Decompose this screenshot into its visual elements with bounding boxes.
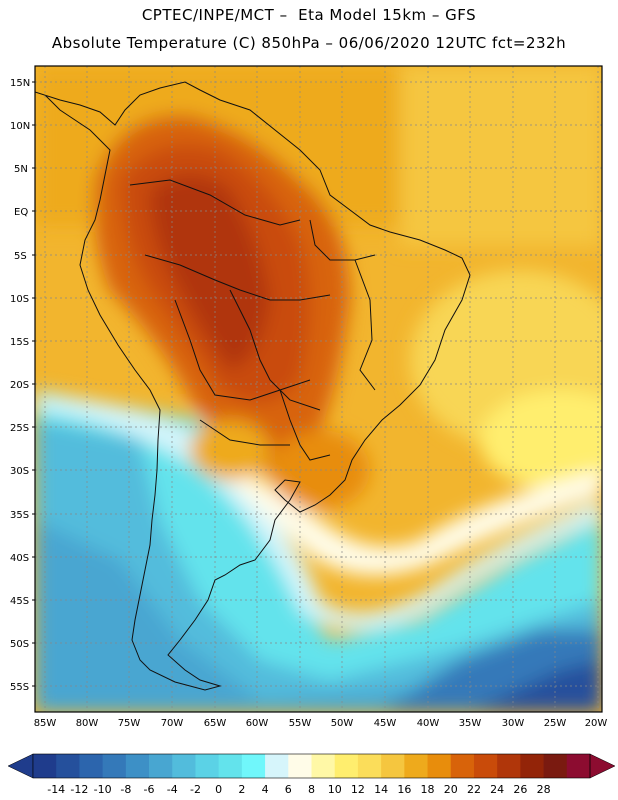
colorbar-label: 24 bbox=[490, 783, 504, 796]
lat-label: 5N bbox=[14, 164, 28, 175]
temperature-field bbox=[35, 66, 602, 712]
colorbar-swatch bbox=[102, 754, 127, 778]
coastlines bbox=[35, 81, 471, 691]
colorbar-swatch bbox=[172, 754, 196, 778]
chart-subtitle: Absolute Temperature (C) 850hPa – 06/06/… bbox=[51, 34, 567, 52]
colorbar-label: 20 bbox=[444, 783, 458, 796]
colorbar-swatch bbox=[566, 754, 591, 778]
lon-axis: 85W 80W 75W 70W 65W 60W 55W 50W 45W 40W … bbox=[34, 718, 608, 729]
lat-label: 30S bbox=[10, 466, 29, 477]
colorbar-swatch bbox=[427, 754, 452, 778]
colorbar-label: 6 bbox=[285, 783, 292, 796]
colorbar-swatch bbox=[125, 754, 150, 778]
lat-label: 25S bbox=[10, 423, 29, 434]
lon-label: 35W bbox=[459, 718, 482, 729]
colorbar-label: 12 bbox=[351, 783, 365, 796]
lon-label: 25W bbox=[544, 718, 567, 729]
lat-label: 10S bbox=[10, 294, 29, 305]
colorbar-swatch bbox=[33, 754, 57, 778]
lon-label: 30W bbox=[502, 718, 525, 729]
colorbar-label: -4 bbox=[167, 783, 178, 796]
colorbar-label: -10 bbox=[94, 783, 112, 796]
colorbar-label: 14 bbox=[374, 783, 388, 796]
lat-label: 45S bbox=[10, 596, 29, 607]
colorbar-label: 8 bbox=[308, 783, 315, 796]
colorbar-label: 28 bbox=[537, 783, 551, 796]
lat-label: 55S bbox=[10, 682, 29, 693]
colorbar-label: 26 bbox=[513, 783, 527, 796]
colorbar-swatch bbox=[450, 754, 475, 778]
colorbar-label: 22 bbox=[467, 783, 481, 796]
lon-label: 40W bbox=[417, 718, 440, 729]
colorbar-label: -6 bbox=[144, 783, 155, 796]
map-frame bbox=[34, 65, 603, 713]
colorbar-swatch bbox=[56, 754, 80, 778]
lon-label: 80W bbox=[76, 718, 99, 729]
lat-label: 40S bbox=[10, 553, 29, 564]
colorbar-swatch bbox=[149, 754, 173, 778]
colorbar-swatch bbox=[543, 754, 568, 778]
colorbar-label: -8 bbox=[120, 783, 131, 796]
lon-label: 75W bbox=[118, 718, 141, 729]
colorbar-label: -2 bbox=[190, 783, 201, 796]
colorbar-swatch bbox=[288, 754, 312, 778]
colorbar-swatch bbox=[334, 754, 359, 778]
colorbar-underflow-arrow bbox=[7, 753, 34, 779]
lon-label: 20W bbox=[585, 718, 608, 729]
colorbar-swatch bbox=[357, 754, 382, 778]
chart-title: CPTEC/INPE/MCT – Eta Model 15km – GFS bbox=[141, 6, 477, 24]
lat-axis: 15N 10N 5N EQ 5S 10S 15S 20S 25S 30S 35S… bbox=[10, 78, 35, 693]
colorbar-label: 16 bbox=[397, 783, 411, 796]
colorbar-swatch bbox=[195, 754, 220, 778]
colorbar-label: -12 bbox=[70, 783, 88, 796]
lat-label: 35S bbox=[10, 510, 29, 521]
lon-label: 85W bbox=[34, 718, 57, 729]
lon-label: 70W bbox=[161, 718, 184, 729]
colorbar-swatch bbox=[497, 754, 521, 778]
lon-label: 50W bbox=[331, 718, 354, 729]
lat-label: 5S bbox=[14, 251, 27, 262]
colorbar-swatch bbox=[218, 754, 243, 778]
lat-label: 10N bbox=[10, 121, 30, 132]
colorbar-label: 0 bbox=[215, 783, 222, 796]
lon-label: 60W bbox=[246, 718, 269, 729]
colorbar-label: -14 bbox=[47, 783, 65, 796]
colorbar-label: 10 bbox=[328, 783, 342, 796]
lat-label: EQ bbox=[14, 207, 28, 218]
lat-label: 50S bbox=[10, 639, 29, 650]
colorbar-frame bbox=[32, 753, 591, 779]
lat-label: 15N bbox=[10, 78, 30, 89]
lat-label: 15S bbox=[10, 337, 29, 348]
colorbar-swatch bbox=[265, 754, 289, 778]
colorbar-swatch bbox=[241, 754, 266, 778]
lat-label: 20S bbox=[10, 380, 29, 391]
colorbar-swatch bbox=[311, 754, 336, 778]
colorbar-label: 18 bbox=[421, 783, 435, 796]
lon-label: 65W bbox=[204, 718, 227, 729]
colorbar-overflow-arrow bbox=[589, 753, 616, 779]
colorbar-swatch bbox=[473, 754, 498, 778]
colorbar-label: 2 bbox=[238, 783, 245, 796]
lon-label: 55W bbox=[289, 718, 312, 729]
colorbar-swatch bbox=[79, 754, 104, 778]
lon-label: 45W bbox=[374, 718, 397, 729]
colorbar-swatch bbox=[381, 754, 405, 778]
colorbar-label: 4 bbox=[262, 783, 269, 796]
colorbar-swatch bbox=[520, 754, 544, 778]
colorbar: -14 -12 -10 -8 -6 -4 -2 0 2 4 6 8 10 12 14 16 18 20 22 24 26… bbox=[7, 753, 616, 796]
colorbar-swatch bbox=[404, 754, 428, 778]
